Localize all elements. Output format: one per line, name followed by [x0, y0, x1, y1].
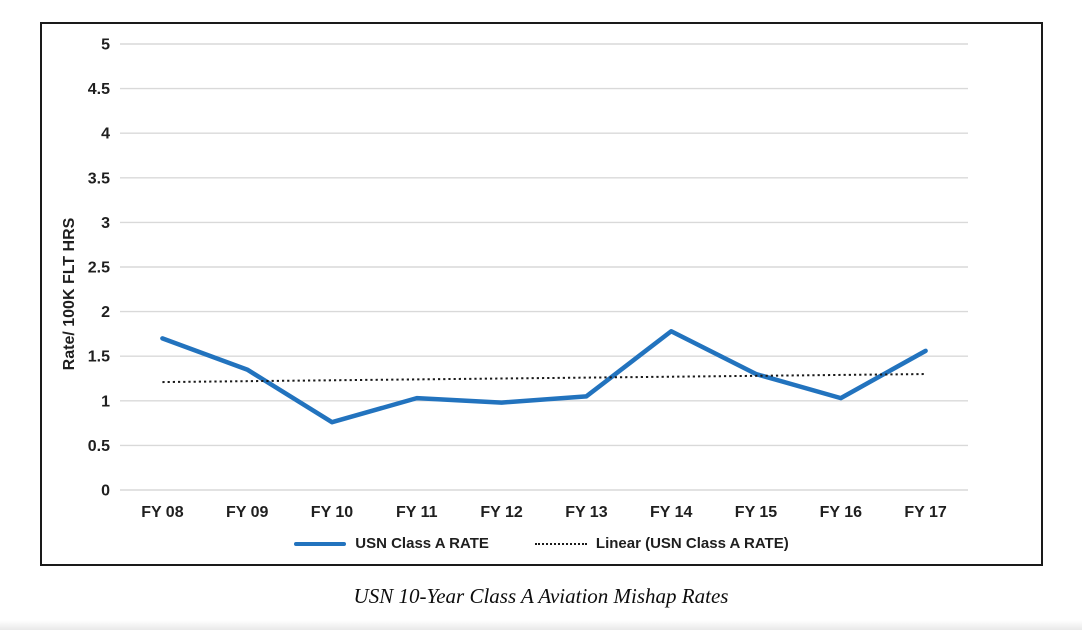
page-edge-shadow: [0, 620, 1082, 630]
x-tick-label: FY 13: [565, 504, 608, 521]
chart-canvas: 0 0.5 1 1.5 2 2.5 3 3.5 4 4.5 5 FY 08 FY 09 FY 10 FY 1…: [61, 37, 968, 521]
series-line-dotted: [162, 373, 926, 384]
legend-item-usn-class-a-rate: USN Class A RATE: [294, 535, 489, 552]
chart-legend: USN Class A RATE Linear (USN Class A RAT…: [42, 535, 1041, 552]
x-tick-label: FY 11: [396, 504, 438, 521]
y-tick-label: 3: [101, 215, 110, 232]
x-tick-label: FY 09: [226, 504, 269, 521]
y-tick-label: 1.5: [88, 349, 110, 366]
figure-caption: USN 10-Year Class A Aviation Mishap Rate…: [353, 584, 729, 608]
y-tick-label: 0.5: [88, 438, 110, 455]
y-tick-label: 0: [101, 483, 110, 500]
legend-solid-line-swatch: [294, 541, 347, 546]
x-tick-label: FY 14: [650, 504, 693, 521]
x-tick-label: FY 15: [735, 504, 778, 521]
legend-label-usn-class-a-rate: USN Class A RATE: [355, 535, 489, 552]
legend-dotted-line-swatch: [534, 542, 587, 545]
x-tick-label: FY 08: [141, 504, 184, 521]
y-tick-label: 1: [101, 393, 110, 410]
y-tick-label: 2: [101, 304, 110, 321]
legend-item-linear-trend: Linear (USN Class A RATE): [534, 535, 789, 552]
x-tick-label: FY 12: [480, 504, 522, 521]
y-tick-label: 4: [101, 126, 110, 143]
y-tick-label: 3.5: [88, 170, 110, 187]
y-axis-title: Rate/ 100K FLT HRS: [61, 217, 78, 370]
chart-frame: 0 0.5 1 1.5 2 2.5 3 3.5 4 4.5 5 FY 08 FY 09 FY 10 FY 1…: [40, 22, 1043, 566]
legend-label-linear-trend: Linear (USN Class A RATE): [595, 535, 789, 552]
y-tick-label: 2.5: [88, 260, 110, 277]
x-tick-label: FY 17: [904, 504, 947, 521]
x-tick-label: FY 10: [311, 504, 354, 521]
x-tick-label: FY 16: [820, 504, 863, 521]
y-tick-label: 5: [101, 37, 110, 54]
series-line-solid: [160, 328, 928, 425]
y-tick-label: 4.5: [88, 81, 110, 98]
